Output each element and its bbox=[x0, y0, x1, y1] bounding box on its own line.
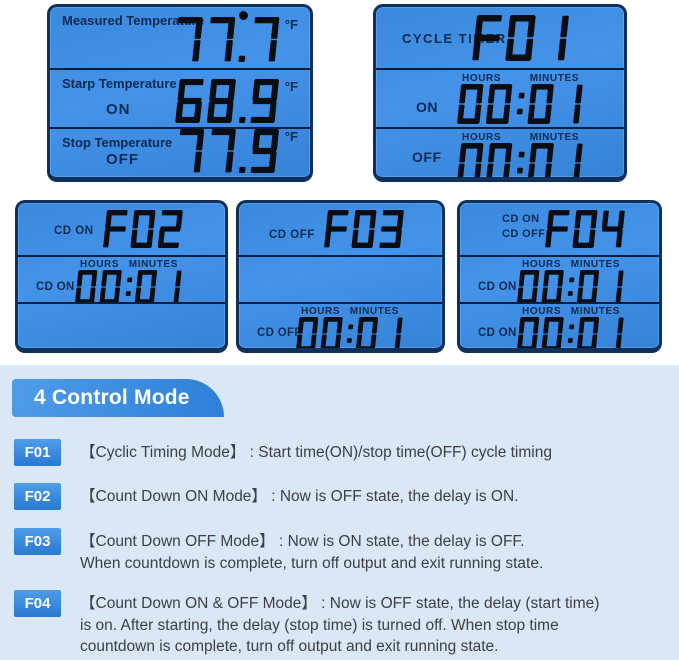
cd-on-time-value bbox=[516, 317, 625, 348]
minutes-label: MINUTES bbox=[349, 306, 399, 317]
on-time-display: HOURS MINUTES bbox=[456, 73, 585, 129]
fahrenheit-unit-label: °F bbox=[284, 79, 298, 94]
mode-f03-value bbox=[323, 210, 406, 248]
cd-on-time-value bbox=[74, 270, 183, 304]
off-state-label: OFF bbox=[412, 149, 442, 165]
measured-temperature-label: Measured Temperature bbox=[62, 13, 205, 28]
mode-f02-value bbox=[102, 210, 185, 248]
fahrenheit-unit-label: °F bbox=[284, 17, 298, 32]
measured-temperature-value bbox=[172, 17, 281, 62]
stop-temperature-label: Stop Temperature bbox=[62, 135, 173, 150]
cd-on-time-value bbox=[516, 270, 625, 304]
minutes-label: MINUTES bbox=[529, 132, 579, 143]
minutes-label: MINUTES bbox=[570, 259, 620, 270]
hours-label: HOURS bbox=[80, 259, 120, 270]
lcd-panel-count-down-on: CD ON CD ON HOURS MINUTES bbox=[15, 200, 228, 353]
off-time-value bbox=[456, 143, 584, 177]
stop-temperature-value bbox=[174, 129, 281, 173]
measured-temperature-row: Measured Temperature °F bbox=[50, 7, 310, 68]
on-state-label: ON bbox=[106, 101, 131, 118]
hours-minutes-labels: HOURS MINUTES bbox=[74, 259, 184, 270]
mode-f01-value bbox=[471, 15, 571, 61]
cd-on-state-label: CD ON bbox=[478, 281, 517, 293]
stop-temperature-row: Stop Temperature OFF °F bbox=[50, 127, 310, 177]
f01-badge: F01 bbox=[14, 439, 61, 466]
f02-badge: F02 bbox=[14, 483, 61, 510]
f03-badge: F03 bbox=[14, 528, 61, 555]
cd-on-time-display: HOURS MINUTES bbox=[516, 259, 626, 309]
cd-off-time-display: HOURS MINUTES bbox=[295, 306, 405, 348]
f04-badge: F04 bbox=[14, 590, 61, 617]
hours-minutes-labels: HOURS MINUTES bbox=[295, 306, 405, 317]
cd-on-time-display: HOURS MINUTES bbox=[74, 259, 184, 309]
f03-time-row: CD OFF HOURS MINUTES bbox=[239, 302, 442, 348]
cd-on-state-label: CD ON bbox=[36, 281, 75, 293]
f03-description: 【Count Down OFF Mode】 : Now is ON state,… bbox=[80, 533, 544, 572]
on-state-label: ON bbox=[416, 99, 438, 115]
start-temperature-row: Starp Temperature ON °F bbox=[50, 68, 310, 127]
hours-minutes-labels: HOURS MINUTES bbox=[516, 259, 626, 270]
f01-description: 【Cyclic Timing Mode】 : Start time(ON)/st… bbox=[80, 444, 552, 461]
cd-off-state-label: CD OFF bbox=[257, 327, 302, 339]
cd-off-label: CD OFF bbox=[269, 229, 315, 241]
start-temperature-label: Starp Temperature bbox=[62, 76, 177, 91]
empty-row bbox=[18, 302, 225, 348]
off-time-display: HOURS MINUTES bbox=[456, 132, 585, 177]
minutes-label: MINUTES bbox=[128, 259, 178, 270]
hours-label: HOURS bbox=[522, 259, 562, 270]
mode-description-f03: F03 【Count Down OFF Mode】 : Now is ON st… bbox=[14, 528, 665, 574]
f02-mode-row: CD ON bbox=[18, 203, 225, 255]
minutes-label: MINUTES bbox=[529, 73, 579, 84]
cycle-on-time-row: ON HOURS MINUTES bbox=[376, 68, 624, 127]
minutes-label: MINUTES bbox=[570, 306, 620, 317]
cd-on-label: CD ON bbox=[502, 213, 540, 225]
lcd-panel-count-down-on-off: CD ON CD OFF CD ON HOURS MINUTES CD ON H… bbox=[457, 200, 662, 353]
off-state-label: OFF bbox=[106, 151, 139, 168]
cd-on-off-labels: CD ON CD OFF bbox=[502, 213, 545, 240]
control-mode-section: 4 Control Mode F01 【Cyclic Timing Mode】 … bbox=[0, 365, 679, 660]
mode-f04-value bbox=[544, 210, 627, 248]
hours-label: HOURS bbox=[522, 306, 562, 317]
start-temperature-value bbox=[174, 79, 281, 123]
f04-time-row-2: CD ON HOURS MINUTES bbox=[460, 302, 659, 348]
lcd-panel-cycle-timer: CYCLE TIMER ON HOURS MINUTES OFF HOURS M… bbox=[373, 4, 627, 182]
hours-minutes-labels: HOURS MINUTES bbox=[456, 73, 585, 84]
cd-off-label: CD OFF bbox=[502, 228, 546, 240]
f02-description: 【Count Down ON Mode】 : Now is OFF state,… bbox=[80, 488, 519, 505]
hours-label: HOURS bbox=[462, 73, 502, 84]
hours-minutes-labels: HOURS MINUTES bbox=[516, 306, 626, 317]
hours-label: HOURS bbox=[301, 306, 341, 317]
empty-row bbox=[239, 255, 442, 302]
section-title-banner: 4 Control Mode bbox=[12, 379, 224, 417]
lcd-panel-temperature: Measured Temperature °F Starp Temperatur… bbox=[47, 4, 313, 182]
cd-off-time-value bbox=[295, 317, 404, 348]
mode-description-f04: F04 【Count Down ON & OFF Mode】 : Now is … bbox=[14, 590, 665, 658]
hours-minutes-labels: HOURS MINUTES bbox=[456, 132, 585, 143]
lcd-panel-count-down-off: CD OFF CD OFF HOURS MINUTES bbox=[236, 200, 445, 353]
measured-temperature-display: °F bbox=[172, 11, 298, 62]
mode-description-f01: F01 【Cyclic Timing Mode】 : Start time(ON… bbox=[14, 439, 665, 466]
f04-time-row-1: CD ON HOURS MINUTES bbox=[460, 255, 659, 304]
f04-mode-row: CD ON CD OFF bbox=[460, 203, 659, 255]
cd-on-label: CD ON bbox=[54, 225, 94, 237]
cd-on-state-label: CD ON bbox=[478, 327, 517, 339]
cd-on-time-display: HOURS MINUTES bbox=[516, 306, 626, 348]
f02-time-row: CD ON HOURS MINUTES bbox=[18, 255, 225, 304]
cycle-timer-mode-row: CYCLE TIMER bbox=[376, 7, 624, 68]
on-time-value bbox=[456, 84, 584, 124]
start-temperature-display: °F bbox=[174, 79, 298, 123]
hours-label: HOURS bbox=[462, 132, 502, 143]
mode-description-f02: F02 【Count Down ON Mode】 : Now is OFF st… bbox=[14, 483, 665, 510]
f04-description: 【Count Down ON & OFF Mode】 : Now is OFF … bbox=[80, 595, 600, 655]
cycle-off-time-row: OFF HOURS MINUTES bbox=[376, 127, 624, 177]
f03-mode-row: CD OFF bbox=[239, 203, 442, 255]
degree-dot-icon bbox=[239, 11, 248, 20]
stop-temperature-display: °F bbox=[174, 129, 298, 173]
fahrenheit-unit-label: °F bbox=[284, 129, 298, 144]
section-title: 4 Control Mode bbox=[34, 386, 190, 409]
